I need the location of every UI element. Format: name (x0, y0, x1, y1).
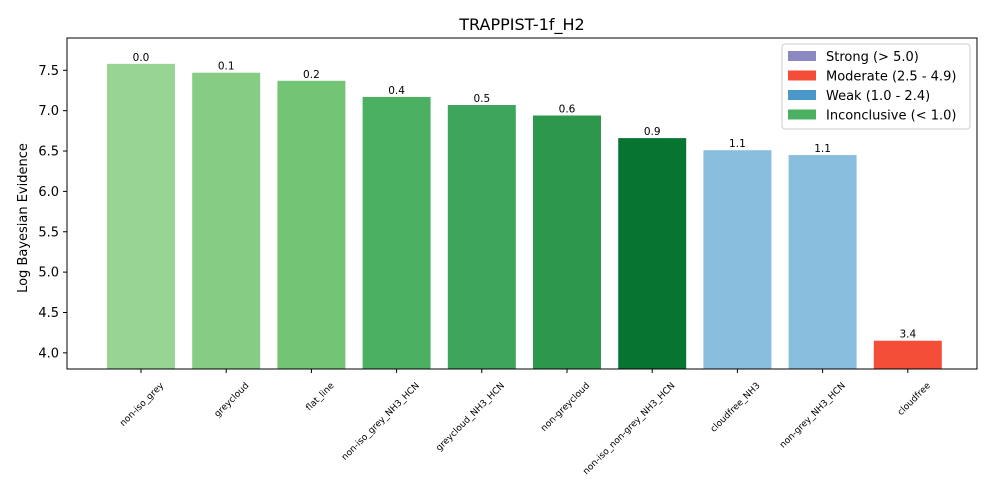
bar-greycloud (192, 72, 261, 370)
legend-box (781, 43, 971, 130)
bar-value-label: 0.0 (133, 52, 150, 64)
x-tick-label: greycloud (213, 381, 252, 420)
bar-value-label: 0.2 (303, 69, 320, 81)
bar-value-label: 0.9 (644, 126, 661, 138)
bar-value-label: 3.4 (899, 329, 916, 341)
bar-non-iso_grey (107, 63, 175, 370)
x-axis: non-iso_grey greycloud flat_line non-iso_gr… (118, 369, 933, 477)
legend-label: Weak (1.0 - 2.4) (826, 89, 930, 104)
bar-value-label: 0.4 (388, 85, 405, 97)
y-tick-label: 7.0 (38, 104, 59, 119)
x-tick-label: cloudfree (896, 381, 933, 418)
x-tick-label: non-greycloud (539, 381, 592, 434)
bar-cloudfree_NH3 (703, 150, 772, 369)
y-tick-label: 6.0 (38, 185, 59, 200)
bar-labels-group: 0.0 0.1 0.2 0.4 0.5 0.6 0.9 1.1 1.1 3.4 (133, 52, 917, 341)
legend-label: Inconclusive (< 1.0) (826, 109, 956, 124)
x-tick-label: cloudfree_NH3 (709, 381, 763, 435)
legend-swatch (788, 51, 816, 61)
bar-value-label: 0.5 (473, 93, 490, 105)
bar-value-label: 0.1 (218, 61, 235, 73)
bar-non-greycloud (533, 115, 601, 369)
x-tick-label: flat_line (304, 381, 336, 413)
bar-greycloud_NH3_HCN (447, 105, 516, 369)
y-axis-title: Log Bayesian Evidence (16, 143, 31, 293)
y-tick-label: 5.0 (38, 266, 59, 281)
legend-swatch (788, 90, 816, 100)
x-tick-label: non-iso_non-grey_NH3_HCN (581, 381, 677, 477)
y-tick-label: 7.5 (38, 64, 59, 79)
x-tick-label: non-grey_NH3_HCN (778, 381, 847, 450)
bar-value-label: 0.6 (559, 104, 576, 116)
legend-label: Moderate (2.5 - 4.9) (826, 70, 956, 85)
y-tick-label: 5.5 (38, 225, 59, 240)
bar-cloudfree (873, 340, 942, 369)
y-tick-label: 6.5 (38, 145, 59, 160)
legend-swatch (788, 70, 816, 81)
bars-group (107, 63, 942, 370)
plot-frame (66, 37, 978, 370)
bar-flat_line (277, 80, 346, 369)
legend-label: Strong (> 5.0) (826, 50, 919, 65)
y-tick-label: 4.0 (38, 346, 59, 361)
bar-value-label: 1.1 (814, 143, 831, 155)
x-tick-label: non-iso_grey_NH3_HCN (340, 381, 422, 463)
x-tick-label: greycloud_NH3_HCN (434, 381, 506, 453)
y-axis: 4.0 4.5 5.0 5.5 6.0 6.5 7.0 7.5 (38, 64, 67, 361)
chart-title: TRAPPIST-1f_H2 (458, 15, 584, 35)
bar-non-grey_NH3_HCN (788, 155, 857, 369)
bar-non-iso_grey_NH3_HCN (362, 96, 431, 369)
legend: Strong (> 5.0) Moderate (2.5 - 4.9) Weak (… (781, 43, 971, 130)
bar-value-label: 1.1 (729, 138, 746, 150)
bar-non-iso_non-grey_NH3_HCN (618, 138, 687, 369)
legend-swatch (788, 109, 816, 120)
y-tick-label: 4.5 (38, 306, 59, 321)
x-tick-label: non-iso_grey (118, 381, 166, 429)
